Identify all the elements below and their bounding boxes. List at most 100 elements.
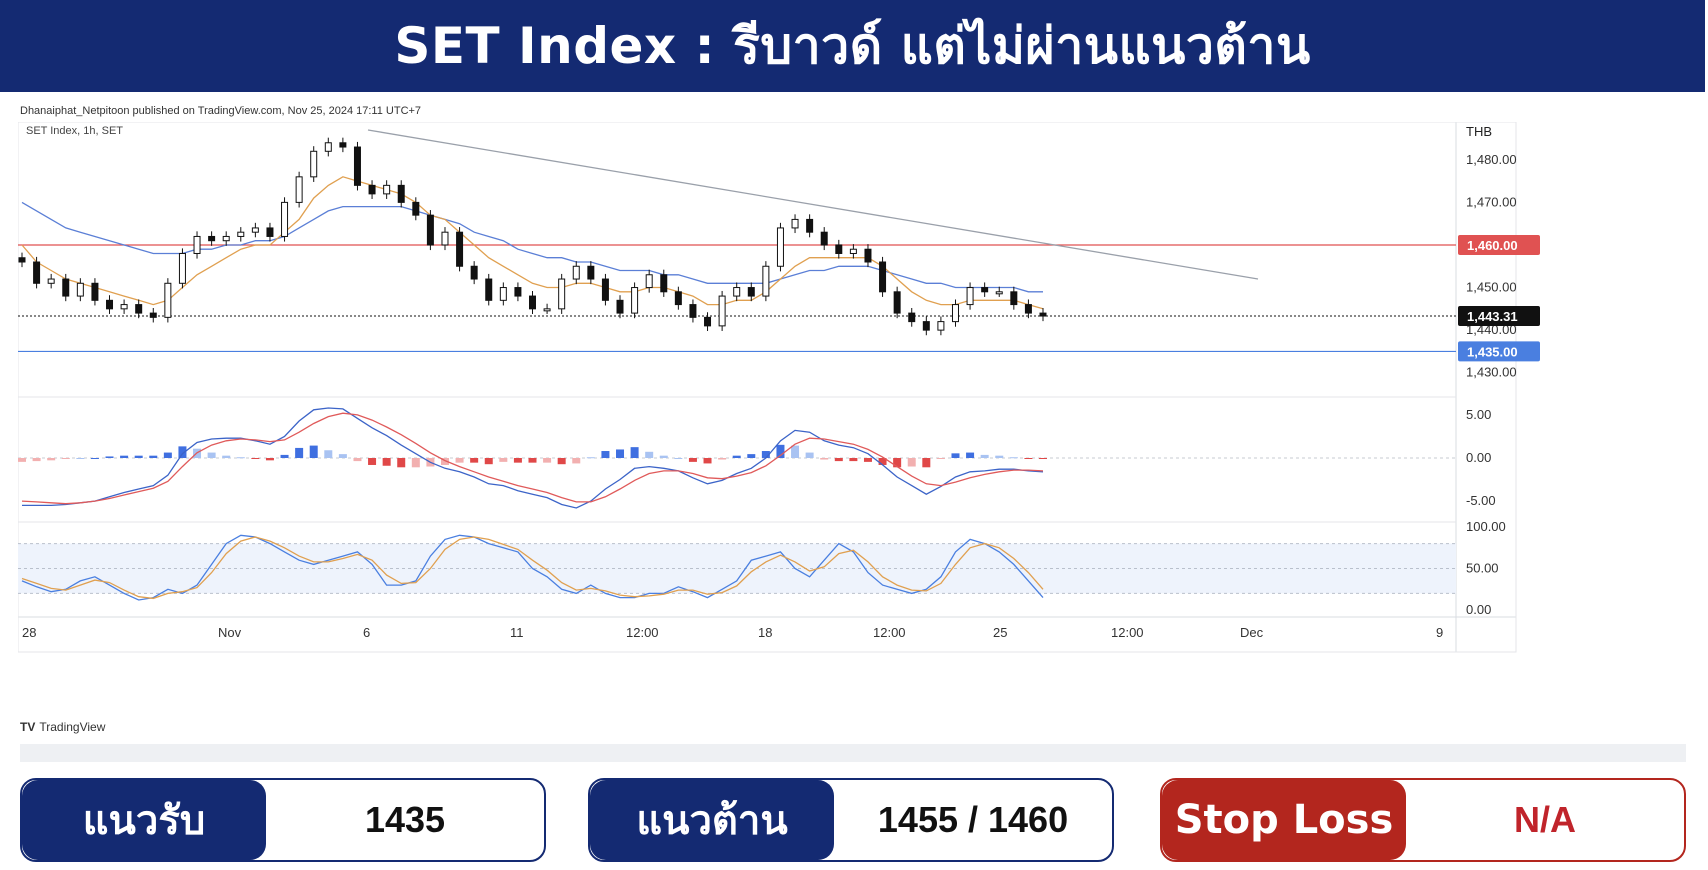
macd-hist-bar [630, 447, 639, 458]
macd-hist-bar [338, 454, 347, 458]
stoch-tick-label: 50.00 [1466, 561, 1499, 576]
macd-hist-bar [922, 458, 931, 468]
time-tick-label: 9 [1436, 625, 1443, 640]
candle-body [558, 278, 566, 310]
candle-body [864, 248, 872, 263]
macd-hist-bar [484, 458, 493, 465]
stoch-k-line [21, 534, 1044, 601]
candle-body [1024, 304, 1032, 314]
candle-body [951, 304, 959, 323]
macd-hist-bar [995, 455, 1004, 458]
macd-hist-bar [18, 458, 26, 462]
candle-body [426, 214, 434, 246]
macd-hist-bar [601, 451, 610, 458]
candle-body [514, 287, 522, 297]
time-tick-label: 18 [758, 625, 772, 640]
candle-body [981, 287, 989, 293]
candle-body [645, 274, 653, 289]
resistance-box: แนวต้าน 1455 / 1460 [588, 778, 1114, 862]
candle-body [353, 146, 361, 186]
macd-hist-bar [805, 452, 814, 458]
currency-label: THB [1466, 124, 1492, 139]
macd-hist-bar [149, 455, 158, 458]
macd-hist-bar [951, 453, 960, 458]
tv-logo-text: TradingView [39, 720, 106, 734]
candle-body [908, 312, 916, 323]
macd-hist-bar [513, 458, 522, 463]
macd-hist-bar [90, 458, 99, 459]
candle-body [397, 184, 405, 203]
macd-hist-bar [776, 444, 785, 458]
page-title: SET Index : รีบาวด์ แต่ไม่ผ่านแนวต้าน [394, 16, 1311, 75]
macd-signal-line [21, 412, 1044, 505]
level-badge-text-support: 1,435.00 [1467, 344, 1518, 359]
title-bar: SET Index : รีบาวด์ แต่ไม่ผ่านแนวต้าน [0, 0, 1705, 92]
macd-hist-bar [616, 449, 625, 458]
candle-body [383, 184, 391, 195]
macd-hist-bar [936, 458, 945, 459]
macd-hist-bar [76, 458, 85, 459]
bottom-strip [20, 744, 1686, 762]
candle-body [820, 231, 828, 246]
macd-hist-bar [966, 452, 975, 458]
candle-body [281, 201, 289, 237]
candle-body [689, 304, 697, 318]
ema-slow-line [21, 201, 1043, 293]
support-box: แนวรับ 1435 [20, 778, 546, 862]
candle-body [412, 201, 420, 216]
candle-body [106, 299, 114, 310]
candle-body [572, 265, 580, 280]
macd-hist-bar [791, 445, 800, 458]
candle-body [587, 265, 595, 280]
macd-hist-bar [440, 458, 449, 465]
macd-hist-bar [907, 458, 916, 467]
candle-body [178, 252, 186, 284]
candle-body [601, 278, 609, 301]
macd-hist-bar [820, 458, 829, 460]
level-badge-last [1458, 306, 1540, 327]
macd-hist-bar [120, 455, 129, 458]
stoploss-box: Stop Loss N/A [1160, 778, 1686, 862]
macd-hist-bar [324, 450, 333, 458]
macd-hist-bar [411, 458, 420, 468]
macd-hist-bar [645, 451, 654, 458]
resistance-value: 1455 / 1460 [877, 799, 1069, 840]
macd-hist-bar [134, 455, 143, 458]
stoch-tick-label: 100.00 [1466, 519, 1506, 534]
tradingview-logo[interactable]: TV TradingView [20, 720, 105, 734]
candle-body [747, 287, 755, 297]
candle-body [62, 278, 70, 297]
candle-body [208, 235, 216, 242]
candle-body [922, 321, 930, 331]
candle-body [966, 287, 974, 306]
macd-hist-bar [863, 458, 872, 462]
candle-body [1010, 291, 1018, 306]
price-chart-svg[interactable]: SET Index, 1h, SET THB 1,480.00 1,470.00 1… [18, 122, 1678, 707]
level-badge-support [1458, 341, 1540, 362]
candle-body [222, 235, 230, 242]
stoch-d-line [21, 536, 1044, 600]
candle-body [149, 312, 157, 318]
candle-body [879, 261, 887, 293]
macd-hist-bar [878, 458, 887, 465]
candle-body [266, 227, 274, 237]
time-tick-label: 12:00 [873, 625, 906, 640]
stoch-ticks: 100.00 50.00 0.00 [1466, 519, 1506, 617]
macd-hist-bar [703, 458, 712, 464]
price-tick-label: 1,450.00 [1466, 280, 1517, 295]
macd-hist-bar [61, 458, 70, 459]
macd-hist-bar [353, 458, 362, 462]
candle-body [324, 142, 332, 152]
stoploss-value: N/A [1514, 799, 1576, 840]
time-tick-label: 11 [510, 625, 524, 640]
macd-hist-bar [499, 458, 508, 462]
candle-body [529, 295, 536, 310]
macd-hist-bar [368, 458, 377, 465]
chart-area[interactable]: SET Index, 1h, SET THB 1,480.00 1,470.00 1… [18, 122, 1678, 707]
time-tick-label: 12:00 [1111, 625, 1144, 640]
candle-body [762, 265, 770, 297]
candle-body [164, 282, 172, 318]
macd-hist-bar [543, 458, 552, 463]
time-tick-label: Dec [1240, 625, 1264, 640]
macd-ticks: 5.00 0.00 -5.00 [18, 407, 1496, 508]
